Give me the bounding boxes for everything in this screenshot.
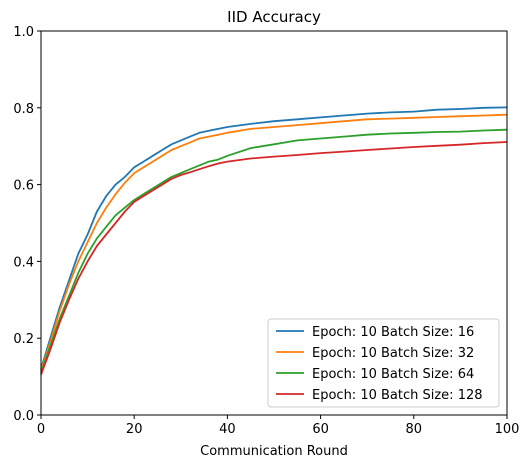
legend-label: Epoch: 10 Batch Size: 64 bbox=[312, 367, 474, 382]
plot-frame bbox=[40, 30, 508, 416]
x-axis-label: Communication Round bbox=[200, 444, 348, 459]
x-tick-label: 80 bbox=[406, 422, 423, 437]
legend-frame bbox=[267, 318, 500, 408]
legend-label: Epoch: 10 Batch Size: 32 bbox=[312, 346, 474, 361]
x-tick-label: 20 bbox=[126, 422, 143, 437]
y-tick-label: 0.6 bbox=[13, 179, 34, 194]
x-tick-label: 100 bbox=[495, 422, 520, 437]
y-tick-label: 0.0 bbox=[13, 409, 34, 424]
y-tick-label: 0.4 bbox=[13, 255, 34, 270]
legend-label: Epoch: 10 Batch Size: 16 bbox=[312, 325, 474, 340]
legend-label: Epoch: 10 Batch Size: 128 bbox=[312, 388, 483, 403]
y-tick-label: 1.0 bbox=[13, 25, 34, 40]
series-line-0 bbox=[40, 106, 508, 370]
y-tick-label: 0.2 bbox=[13, 332, 34, 347]
x-tick-label: 60 bbox=[312, 422, 329, 437]
x-axis: 0 20 40 60 80 100 bbox=[37, 415, 520, 437]
plot-lines bbox=[40, 106, 508, 376]
series-line-3 bbox=[40, 141, 508, 376]
x-tick-label: 40 bbox=[219, 422, 236, 437]
y-tick-label: 0.8 bbox=[13, 102, 34, 117]
series-line-1 bbox=[40, 113, 508, 372]
x-tick-label: 0 bbox=[37, 422, 45, 437]
series-line-2 bbox=[40, 128, 508, 374]
chart-title: IID Accuracy bbox=[227, 8, 321, 26]
y-axis: 0.0 0.2 0.4 0.6 0.8 1.0 bbox=[13, 25, 41, 424]
legend: Epoch: 10 Batch Size: 16 Epoch: 10 Batch … bbox=[267, 318, 500, 408]
